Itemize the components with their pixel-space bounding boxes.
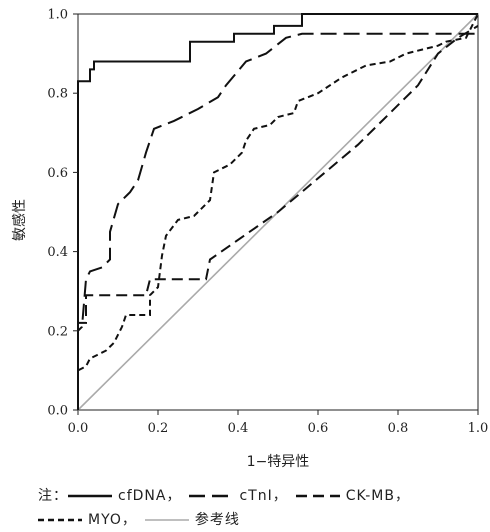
series-line xyxy=(77,32,478,410)
legend-item: cfDNA， xyxy=(68,484,181,508)
legend-item: CK-MB， xyxy=(295,484,410,508)
x-axis-ticks: 0.0 0.2 0.4 0.6 0.8 1.0 xyxy=(68,410,489,436)
x-tick-label: 0.6 xyxy=(308,421,329,436)
x-axis-title: 1−特异性 xyxy=(247,454,310,470)
x-tick-label: 0.8 xyxy=(388,421,409,436)
y-axis-title: 敏感性 xyxy=(11,199,28,241)
y-axis-ticks: 0.0 0.2 0.4 0.6 0.8 1.0 xyxy=(47,8,78,419)
series-line xyxy=(77,13,478,410)
legend-row: 注： cfDNA， cTnI， CK-MB， xyxy=(38,484,488,508)
legend-swatch xyxy=(144,519,189,521)
legend-label: CK-MB， xyxy=(345,488,410,504)
y-tick-label: 1.0 xyxy=(47,8,68,23)
roc-chart: 0.0 0.2 0.4 0.6 0.8 1.0 0.0 0.2 0.4 0.6 0.8 1.0 1−… xyxy=(11,8,489,471)
legend-label: 参考线 xyxy=(194,512,240,528)
legend-swatch xyxy=(295,494,340,498)
x-tick-label: 0.2 xyxy=(148,421,169,436)
legend: 注： cfDNA， cTnI， CK-MB， MYO， 参考线 xyxy=(38,484,488,532)
legend-label: cTnI， xyxy=(239,488,288,504)
series-line xyxy=(77,13,479,410)
x-tick-label: 0.0 xyxy=(68,421,89,436)
legend-prefix: 注： xyxy=(38,488,68,504)
legend-row: MYO， 参考线 xyxy=(38,508,488,532)
x-tick-label: 1.0 xyxy=(468,421,489,436)
y-tick-label: 0.0 xyxy=(47,404,68,419)
legend-item: MYO， xyxy=(38,508,137,532)
y-tick-label: 0.8 xyxy=(47,87,68,102)
legend-swatch xyxy=(38,518,82,522)
series-line xyxy=(77,25,479,410)
y-tick-label: 0.4 xyxy=(47,245,68,260)
y-tick-label: 0.2 xyxy=(47,324,68,339)
legend-item: cTnI， xyxy=(189,484,287,508)
series-layer xyxy=(77,13,479,411)
legend-swatch xyxy=(189,494,234,498)
legend-label: MYO， xyxy=(88,512,137,528)
legend-swatch xyxy=(68,494,112,498)
y-tick-label: 0.6 xyxy=(47,166,68,181)
legend-label: cfDNA， xyxy=(118,488,182,504)
x-tick-label: 0.4 xyxy=(228,421,249,436)
legend-item: 参考线 xyxy=(144,508,240,532)
